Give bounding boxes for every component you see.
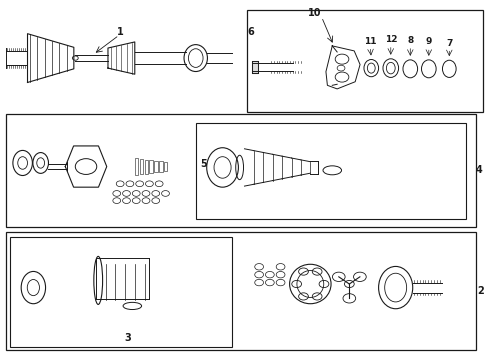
Bar xyxy=(246,10,483,112)
Text: 10: 10 xyxy=(307,8,321,18)
Text: 11: 11 xyxy=(363,37,376,46)
Bar xyxy=(10,237,232,347)
Text: 5: 5 xyxy=(200,159,207,170)
Text: 6: 6 xyxy=(246,27,253,37)
Text: 2: 2 xyxy=(476,286,483,296)
Bar xyxy=(135,158,138,175)
Bar xyxy=(154,161,158,172)
Text: 1: 1 xyxy=(117,27,123,37)
Text: 9: 9 xyxy=(425,37,431,46)
Bar xyxy=(140,159,143,174)
Bar xyxy=(149,160,153,173)
Bar xyxy=(5,114,475,226)
Text: 12: 12 xyxy=(384,35,396,44)
Bar xyxy=(159,161,162,172)
Bar xyxy=(144,159,148,174)
Text: 4: 4 xyxy=(475,165,482,175)
Text: 7: 7 xyxy=(445,39,451,48)
Text: 8: 8 xyxy=(407,36,412,45)
Bar xyxy=(195,123,466,220)
Bar xyxy=(163,162,167,171)
Text: 3: 3 xyxy=(124,333,131,343)
Bar xyxy=(5,232,475,350)
